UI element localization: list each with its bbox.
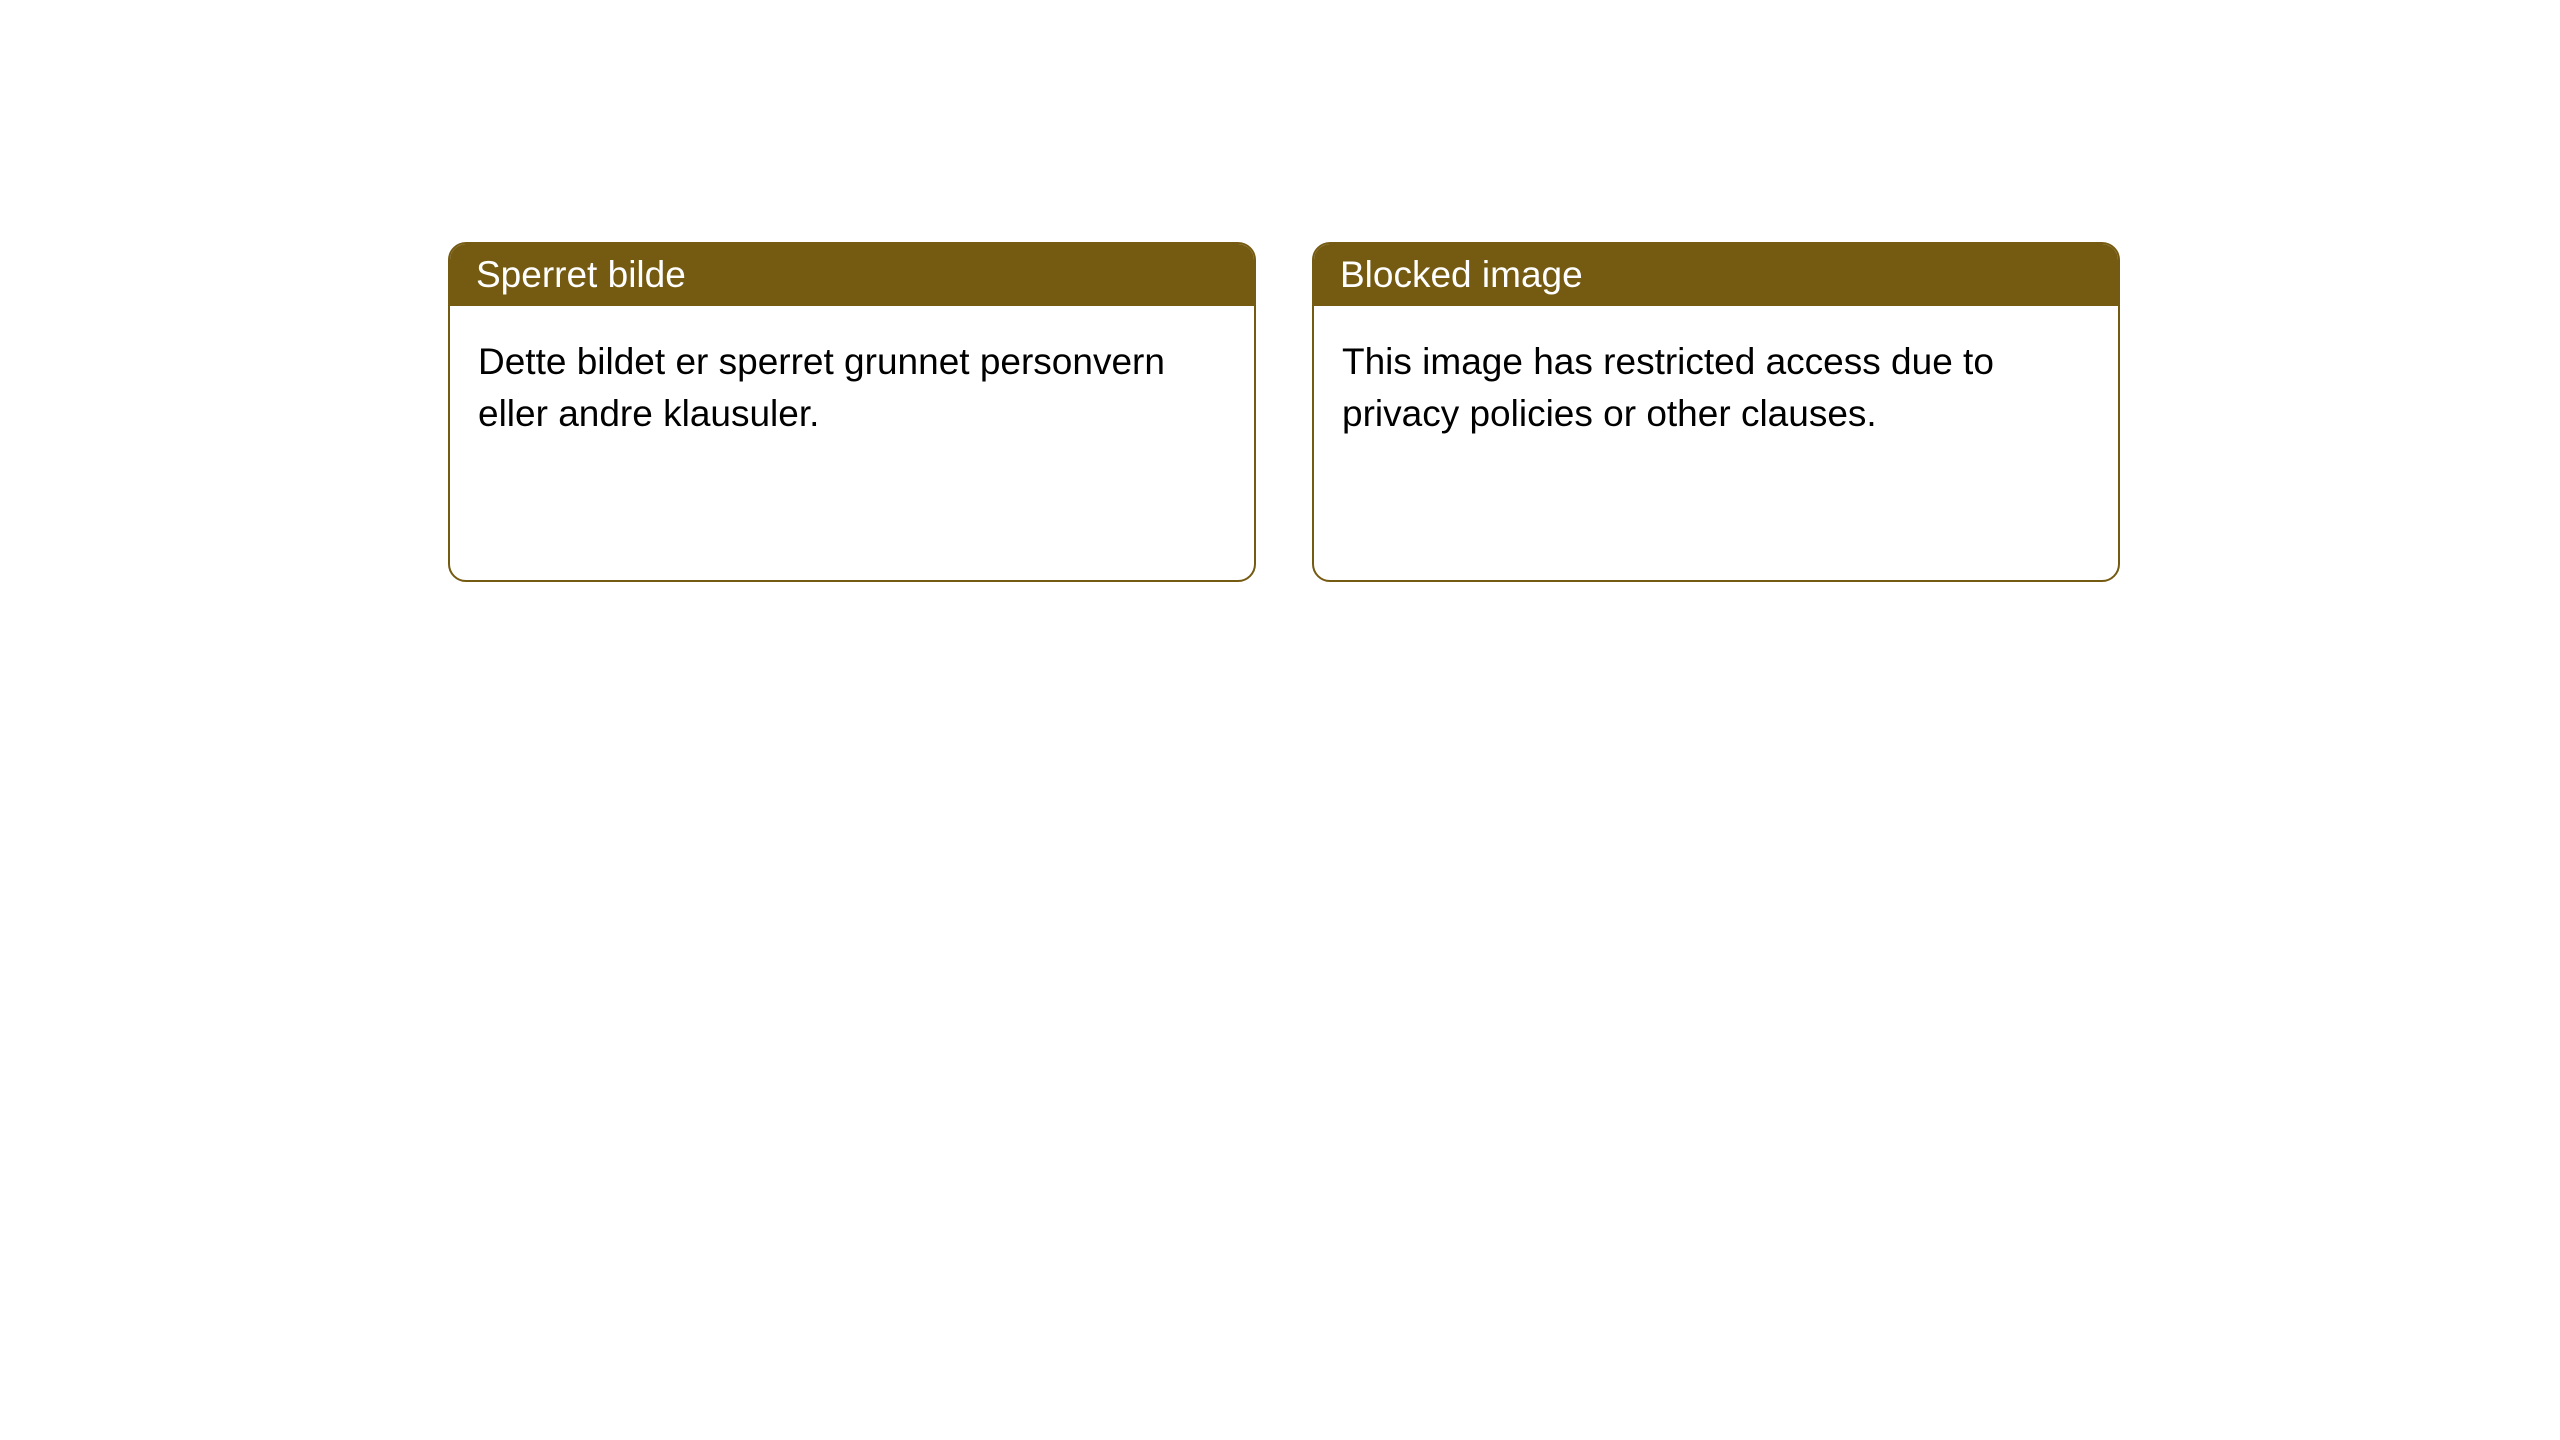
notice-body: This image has restricted access due to …	[1314, 306, 2118, 470]
notice-container: Sperret bilde Dette bildet er sperret gr…	[0, 0, 2560, 582]
notice-body-text: Dette bildet er sperret grunnet personve…	[478, 341, 1165, 434]
notice-body-text: This image has restricted access due to …	[1342, 341, 1994, 434]
notice-title: Sperret bilde	[476, 254, 686, 296]
notice-body: Dette bildet er sperret grunnet personve…	[450, 306, 1254, 470]
notice-card-english: Blocked image This image has restricted …	[1312, 242, 2120, 582]
notice-header: Blocked image	[1314, 244, 2118, 306]
notice-header: Sperret bilde	[450, 244, 1254, 306]
notice-card-norwegian: Sperret bilde Dette bildet er sperret gr…	[448, 242, 1256, 582]
notice-title: Blocked image	[1340, 254, 1583, 296]
